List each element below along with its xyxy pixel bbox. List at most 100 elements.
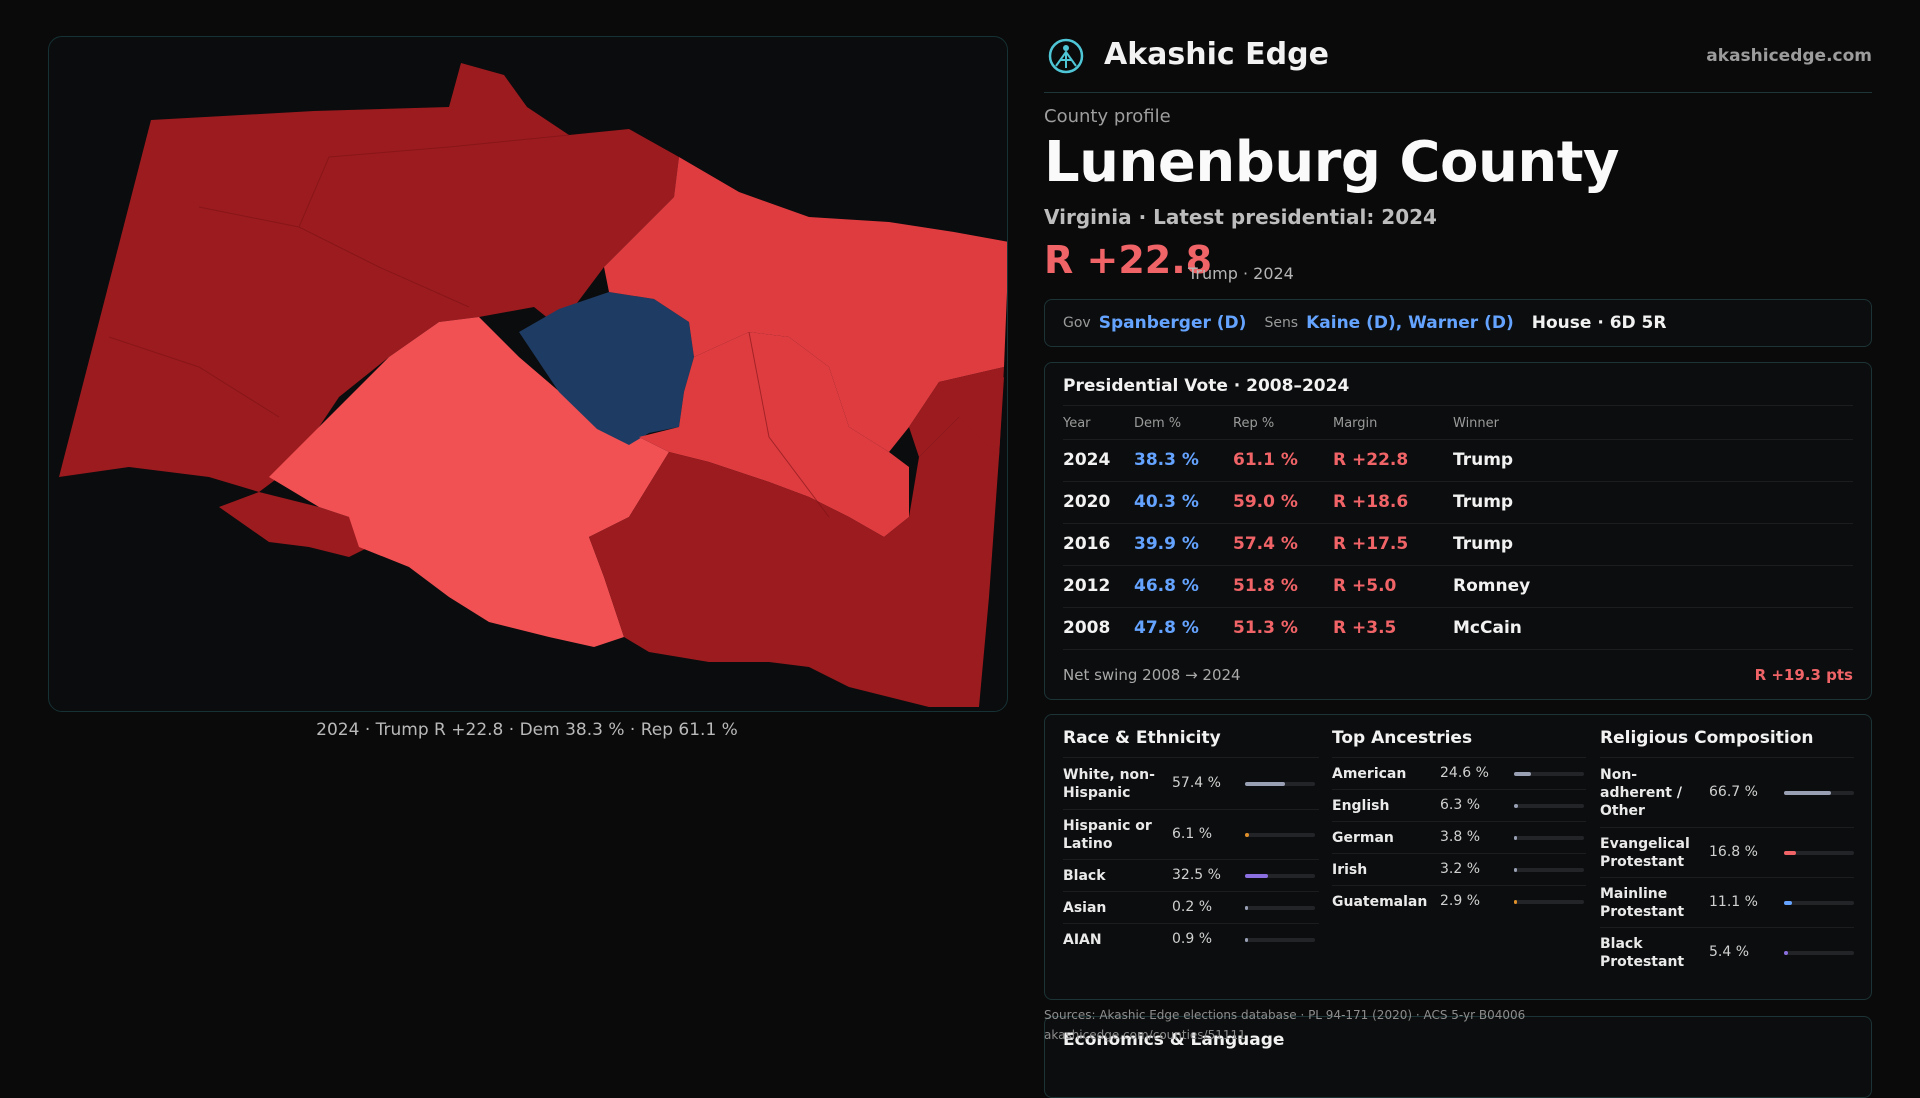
race-label: Asian: [1063, 900, 1107, 916]
ancestry-bar-track: [1514, 836, 1584, 840]
ancestry-label: English: [1332, 798, 1390, 814]
ancestry-label: Irish: [1332, 862, 1368, 878]
race-bar-track: [1245, 938, 1315, 942]
margin-cell: R +3.5: [1333, 618, 1397, 638]
winner-cell: Trump: [1453, 450, 1514, 470]
margin-cell: R +22.8: [1333, 450, 1409, 470]
religion-bar-fill: [1784, 851, 1796, 855]
religion-row: Non-adherent / Other 66.7 %: [1600, 757, 1854, 828]
precinct-map-svg[interactable]: [49, 37, 1007, 711]
race-percent: 6.1 %: [1172, 826, 1213, 842]
table-row: 2016 39.9 % 57.4 % R +17.5 Trump: [1063, 523, 1853, 565]
ancestry-bar-track: [1514, 772, 1584, 776]
religion-percent: 5.4 %: [1709, 944, 1750, 960]
race-bar-fill: [1245, 874, 1268, 878]
net-swing-value: R +19.3 pts: [1754, 666, 1853, 684]
county-map[interactable]: [48, 36, 1008, 712]
dem-cell: 46.8 %: [1134, 576, 1199, 596]
ancestry-row: German 3.8 %: [1332, 821, 1586, 854]
page-eyebrow: County profile: [1044, 106, 1171, 127]
religion-bar-fill: [1784, 901, 1792, 905]
religion-row: Evangelical Protestant 16.8 %: [1600, 827, 1854, 878]
sources-footnote: Sources: Akashic Edge elections database…: [1044, 1005, 1525, 1045]
ancestry-percent: 24.6 %: [1440, 765, 1489, 781]
rep-cell: 59.0 %: [1233, 492, 1298, 512]
ancestry-bar-track: [1514, 900, 1584, 904]
ancestry-row: American 24.6 %: [1332, 757, 1586, 790]
ancestry-bar-fill: [1514, 772, 1532, 776]
economics-title: Economics & Language: [1063, 1030, 1285, 1050]
col-dem: Dem %: [1134, 416, 1182, 431]
margin-cell: R +18.6: [1333, 492, 1409, 512]
race-percent: 0.2 %: [1172, 899, 1213, 915]
gov-link[interactable]: Spanberger (D): [1098, 313, 1247, 333]
map-caption: 2024 · Trump R +22.8 · Dem 38.3 % · Rep …: [316, 720, 738, 740]
ancestry-percent: 3.8 %: [1440, 829, 1481, 845]
presidential-vote-title: Presidential Vote · 2008–2024: [1063, 376, 1350, 396]
precinct-central-west[interactable]: [269, 317, 669, 647]
presidential-vote-card: Presidential Vote · 2008–2024 Year Dem %…: [1044, 362, 1872, 700]
ancestry-label: American: [1332, 766, 1407, 782]
house-delegation: House · 6D 5R: [1531, 313, 1667, 333]
religion-label: Evangelical Protestant: [1600, 836, 1690, 870]
precinct-east[interactable]: [909, 367, 1004, 457]
race-percent: 32.5 %: [1172, 867, 1221, 883]
col-winner: Winner: [1453, 416, 1500, 431]
latest-margin: R +22.8: [1044, 238, 1213, 282]
sources-line: Sources: Akashic Edge elections database…: [1044, 1008, 1526, 1022]
religion-bar-track: [1784, 951, 1854, 955]
precinct-central[interactable]: [639, 332, 909, 537]
precinct-southwest[interactable]: [219, 492, 369, 557]
brand-url-link[interactable]: akashicedge.com: [1706, 46, 1872, 66]
race-bar-fill: [1245, 782, 1286, 786]
ancestry-percent: 6.3 %: [1440, 797, 1481, 813]
year-cell: 2016: [1063, 534, 1111, 554]
precinct-west[interactable]: [59, 63, 679, 492]
sources-url-link[interactable]: akashicedge.com/counties/51111: [1044, 1028, 1246, 1042]
officials-bar: Gov Spanberger (D) Sens Kaine (D), Warne…: [1044, 299, 1872, 347]
precinct-dem[interactable]: [519, 292, 694, 445]
gov-key: Gov: [1063, 315, 1091, 331]
dem-cell: 47.8 %: [1134, 618, 1199, 638]
rep-cell: 51.3 %: [1233, 618, 1298, 638]
ancestry-label: German: [1332, 830, 1394, 846]
ancestry-bar-track: [1514, 868, 1584, 872]
sens-link[interactable]: Kaine (D), Warner (D): [1306, 313, 1514, 333]
winner-cell: Romney: [1453, 576, 1531, 596]
race-bar-track: [1245, 906, 1315, 910]
brand-name[interactable]: Akashic Edge: [1104, 37, 1329, 72]
compass-figure-icon[interactable]: [1046, 36, 1086, 80]
religion-label: Non-adherent / Other: [1600, 767, 1682, 819]
precinct-northeast[interactable]: [604, 157, 1007, 452]
precinct-south[interactable]: [589, 377, 1004, 707]
margin-cell: R +17.5: [1333, 534, 1409, 554]
year-cell: 2024: [1063, 450, 1111, 470]
winner-cell: Trump: [1453, 492, 1514, 512]
religion-bar-track: [1784, 901, 1854, 905]
table-row: 2024 38.3 % 61.1 % R +22.8 Trump: [1063, 439, 1853, 481]
religion-label: Mainline Protestant: [1600, 886, 1685, 920]
table-row: 2008 47.8 % 51.3 % R +3.5 McCain: [1063, 607, 1853, 649]
ancestry-percent: 2.9 %: [1440, 893, 1481, 909]
net-swing-row: Net swing 2008 → 2024 R +19.3 pts: [1063, 649, 1853, 694]
rep-cell: 51.8 %: [1233, 576, 1298, 596]
table-row: 2020 40.3 % 59.0 % R +18.6 Trump: [1063, 481, 1853, 523]
religion-row: Mainline Protestant 11.1 %: [1600, 877, 1854, 928]
col-margin: Margin: [1333, 416, 1378, 431]
ancestry-bar-fill: [1514, 836, 1517, 840]
dem-cell: 39.9 %: [1134, 534, 1199, 554]
race-bar-track: [1245, 782, 1315, 786]
religion-title: Religious Composition: [1600, 728, 1814, 748]
race-bar-fill: [1245, 833, 1250, 837]
race-bar-fill: [1245, 906, 1248, 910]
table-header: Year Dem % Rep % Margin Winner: [1063, 405, 1853, 440]
year-cell: 2012: [1063, 576, 1111, 596]
year-cell: 2008: [1063, 618, 1111, 638]
race-bar-fill: [1245, 938, 1248, 942]
race-row: Black 32.5 %: [1063, 859, 1319, 892]
latest-margin-note: Trump · 2024: [1188, 264, 1294, 283]
ancestry-row: Guatemalan 2.9 %: [1332, 885, 1586, 918]
race-row: Asian 0.2 %: [1063, 891, 1319, 924]
rep-cell: 61.1 %: [1233, 450, 1298, 470]
sens-key: Sens: [1264, 315, 1299, 331]
